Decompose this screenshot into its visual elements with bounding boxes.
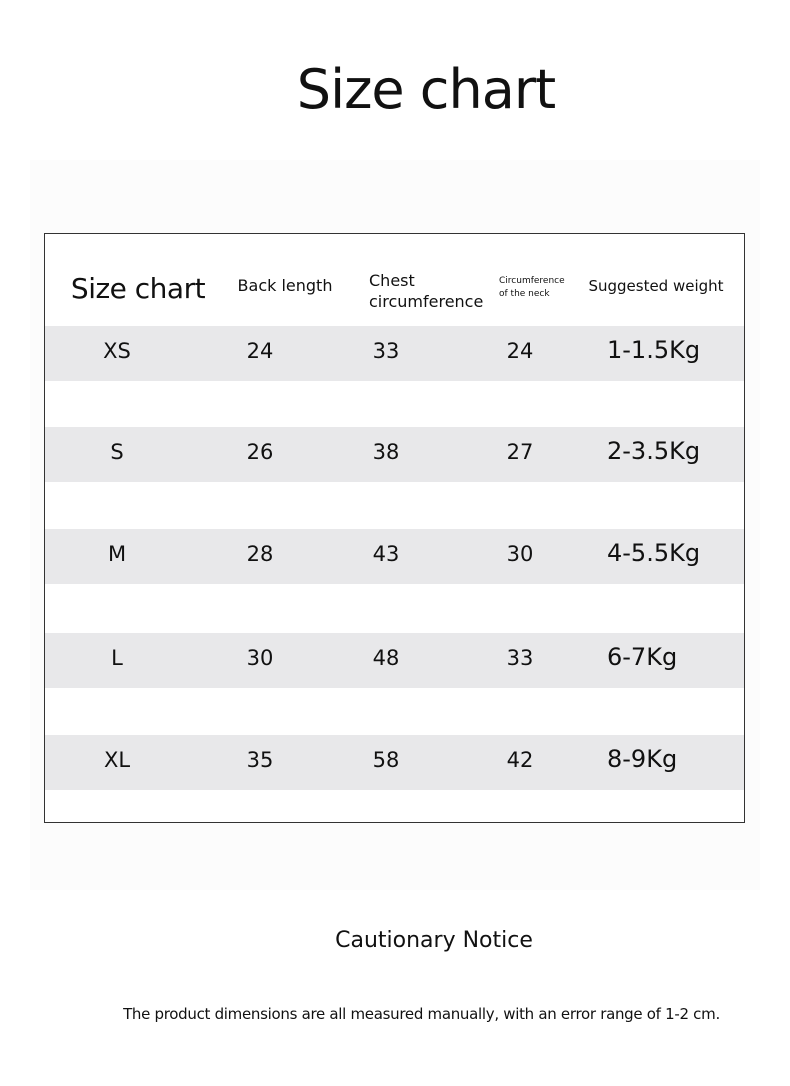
neck-cell: 30 [506,542,534,566]
chest-cell: 58 [372,748,400,772]
neck-cell: 24 [506,339,534,363]
table-row: XL 35 58 42 8-9Kg [45,735,744,790]
back-length-cell: 35 [246,748,274,772]
size-cell: S [110,440,124,464]
back-length-cell: 26 [246,440,274,464]
size-cell: M [107,542,127,566]
size-table: Size chart Back length Chest circumferen… [44,233,745,823]
weight-cell: 1-1.5Kg [607,336,701,364]
weight-cell: 2-3.5Kg [607,437,701,465]
table-row: L 30 48 33 6-7Kg [45,633,744,688]
page-title: Size chart [296,58,556,121]
header-chest: Chest circumference [369,271,484,311]
notice-text: The product dimensions are all measured … [123,1005,720,1023]
header-neck: Circumference of the neck [499,276,565,299]
chest-cell: 43 [372,542,400,566]
chest-cell: 48 [372,646,400,670]
table-row: XS 24 33 24 1-1.5Kg [45,326,744,381]
table-row: M 28 43 30 4-5.5Kg [45,529,744,584]
neck-cell: 27 [506,440,534,464]
header-size: Size chart [70,272,206,305]
weight-cell: 8-9Kg [607,745,678,773]
header-back-length: Back length [237,276,333,295]
neck-cell: 42 [506,748,534,772]
notice-title: Cautionary Notice [335,928,533,953]
size-cell: L [111,646,123,670]
back-length-cell: 24 [246,339,274,363]
size-cell: XL [103,748,131,772]
size-cell: XS [103,339,131,363]
header-weight: Suggested weight [588,277,724,295]
chest-cell: 33 [372,339,400,363]
back-length-cell: 30 [246,646,274,670]
weight-cell: 4-5.5Kg [607,539,701,567]
chest-cell: 38 [372,440,400,464]
table-row: S 26 38 27 2-3.5Kg [45,427,744,482]
weight-cell: 6-7Kg [607,643,678,671]
back-length-cell: 28 [246,542,274,566]
neck-cell: 33 [506,646,534,670]
